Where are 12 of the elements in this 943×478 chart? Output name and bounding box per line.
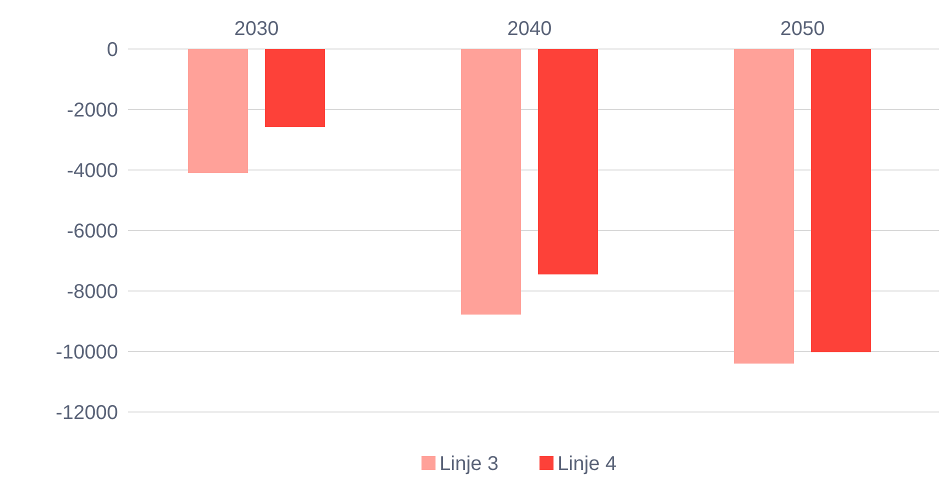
y-tick-label: -2000: [66, 100, 118, 122]
legend-label: Linje 4: [558, 453, 616, 475]
y-tick-label: -12000: [56, 402, 118, 424]
y-tick-label: -6000: [66, 220, 118, 242]
y-tick-label: -10000: [56, 342, 118, 364]
y-tick-label: 0: [106, 39, 118, 61]
y-tick-label: -8000: [66, 281, 118, 303]
legend-label: Linje 3: [440, 453, 498, 475]
x-tick-label: 2040: [507, 18, 552, 40]
x-tick-label: 2030: [234, 18, 279, 40]
x-tick-label: 2050: [780, 18, 825, 40]
y-tick-label: -4000: [66, 160, 118, 182]
